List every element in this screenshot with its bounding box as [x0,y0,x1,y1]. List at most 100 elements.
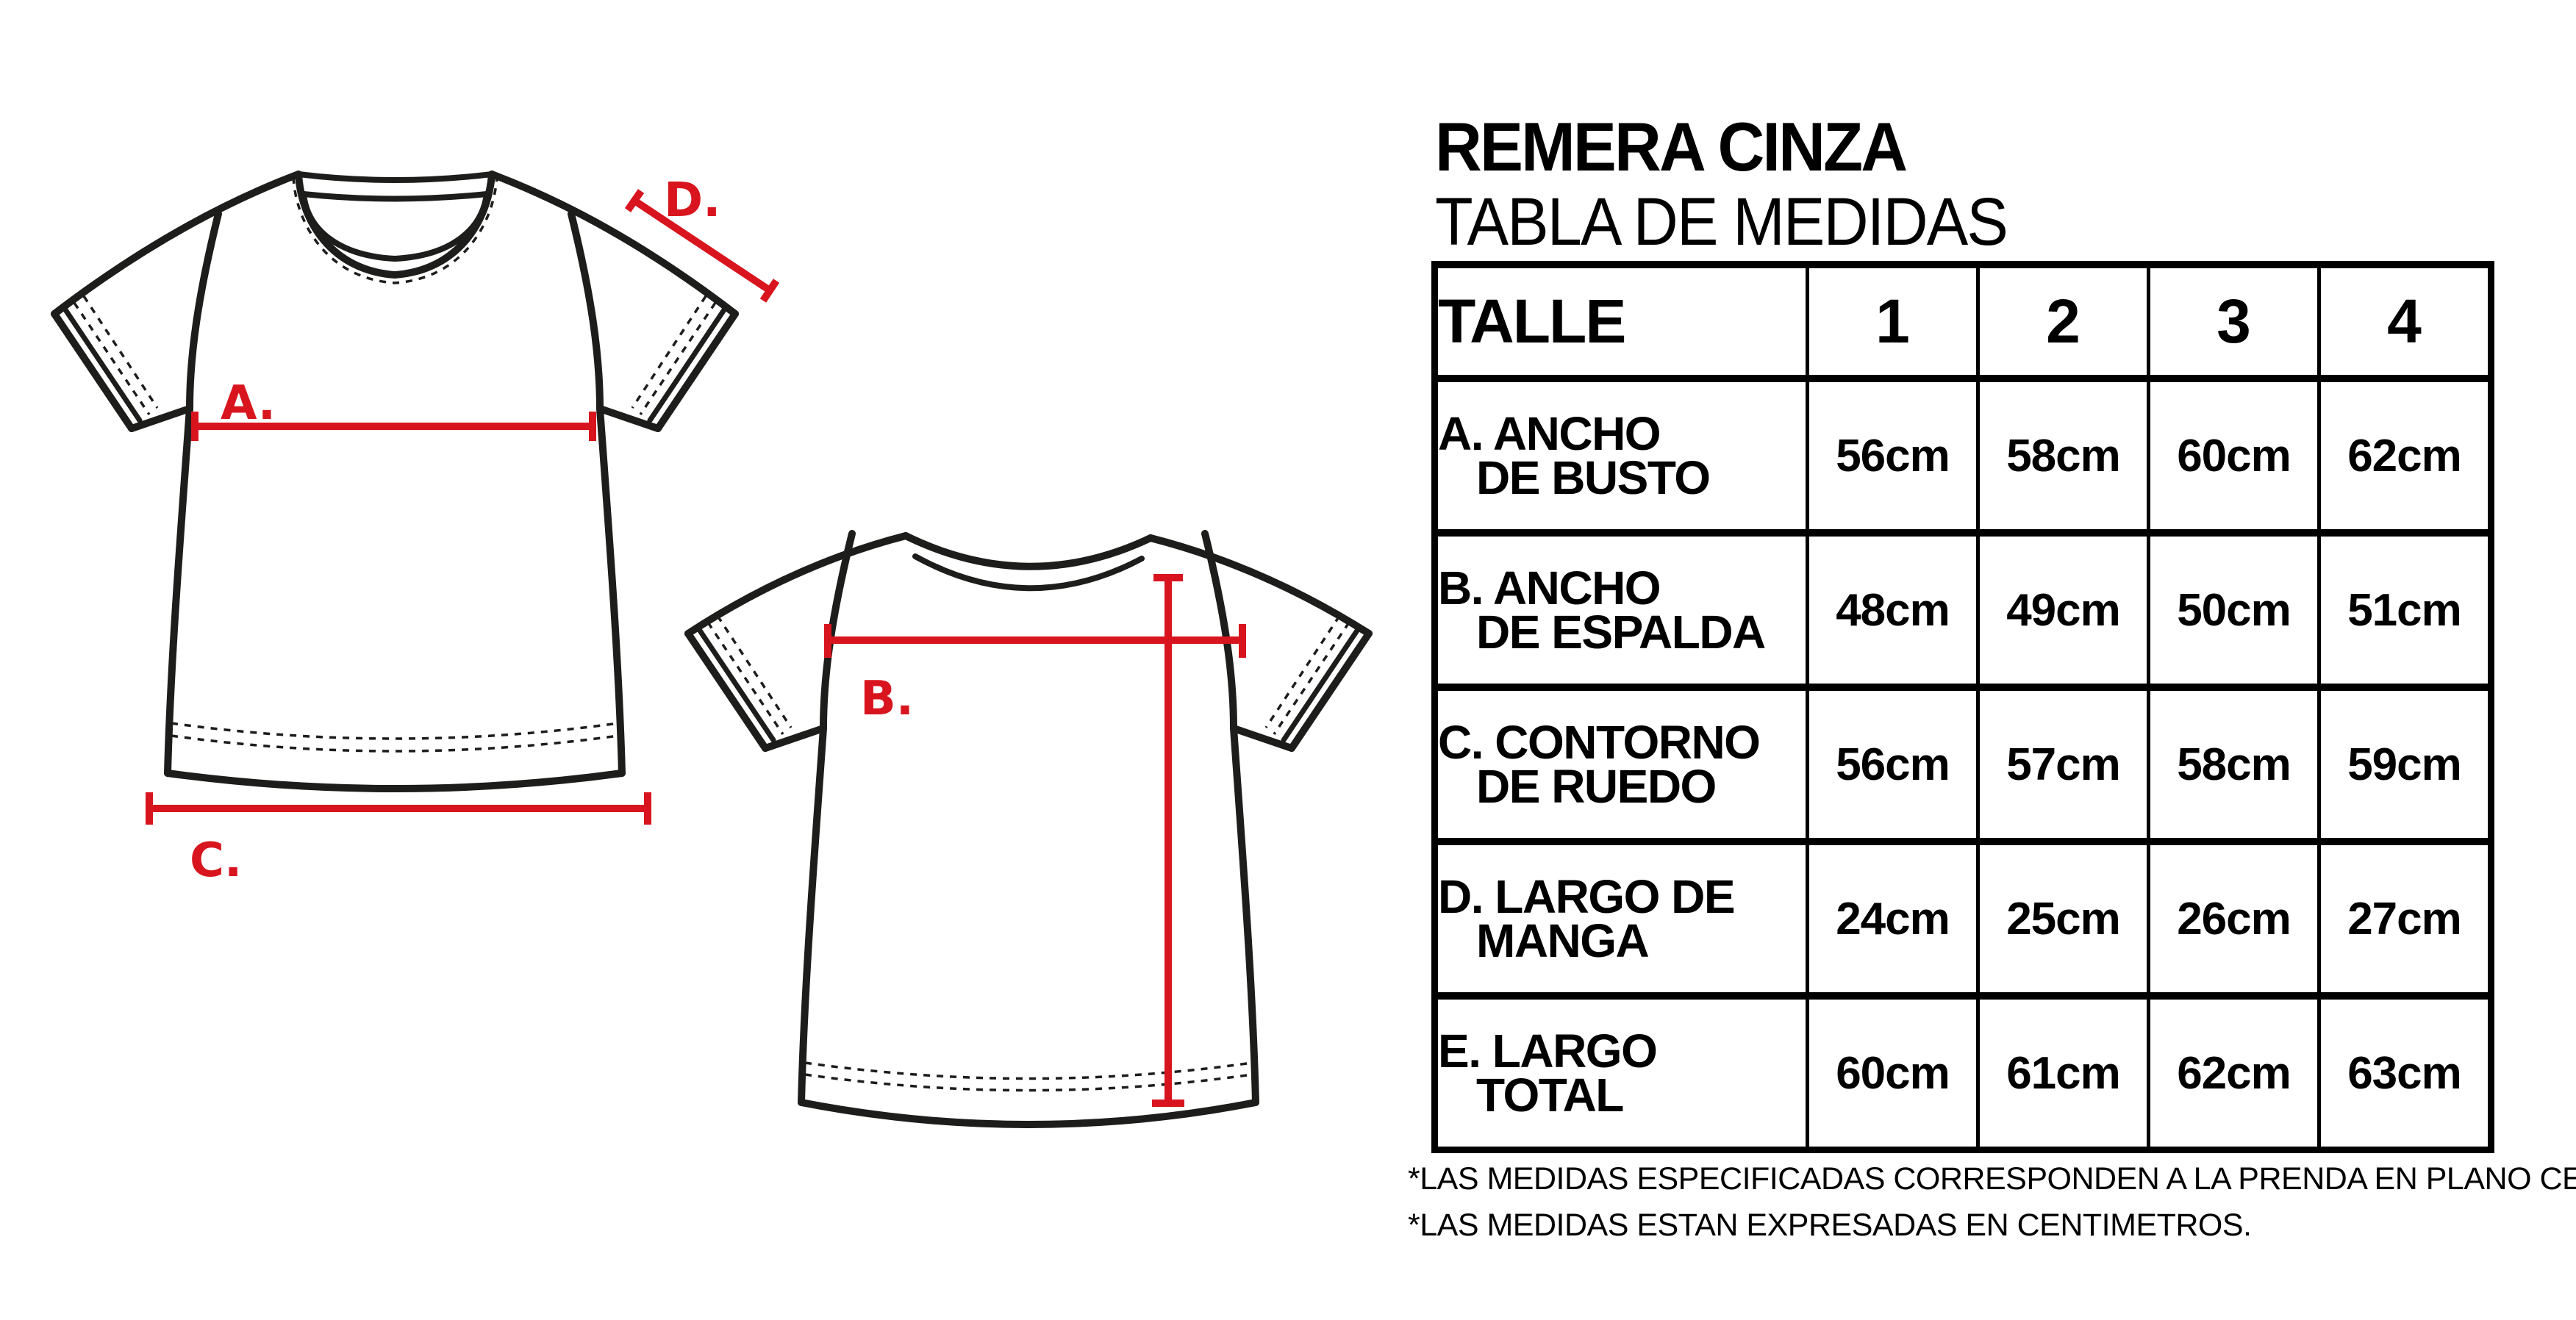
row-label-a-line2: DE BUSTO [1476,451,1711,504]
row-label-b: B. ANCHO DE ESPALDA [1433,529,1808,687]
header-size-2: 2 [1976,261,2149,379]
back-left-sleeve-bottom [762,725,827,752]
back-hem-stitch-1 [804,1073,1253,1092]
header-size-4: 4 [2317,261,2491,379]
back-right-sleeve-stitch-1 [1273,622,1350,735]
footnotes: *LAS MEDIDAS ESPECIFICADAS CORRESPONDEN … [1408,1160,2576,1252]
measure-c-label: C. [190,833,242,888]
measure-c [146,792,651,825]
front-left-shoulder-line [51,171,302,318]
front-body-right-edge [568,210,626,777]
measure-a [191,412,596,441]
row-label-d-line1: D. LARGO DE [1438,870,1736,923]
row-label-c-line1: C. CONTORNO [1438,716,1761,769]
value-e-size3: 62cm [2147,992,2319,1150]
back-right-shoulder-line [1147,534,1373,637]
value-b-size2: 49cm [1976,529,2149,687]
table-row-largo-manga: D. LARGO DE MANGA 24cm 25cm 26cm 27cm [1433,838,2491,996]
value-a-size3: 60cm [2147,375,2319,533]
back-hem [798,1099,1259,1128]
front-neck-stitching [292,176,498,284]
front-left-sleeve-stitch-1 [73,302,151,415]
back-right-sleeve-fold [1281,625,1362,743]
back-left-sleeve-stitch-2 [716,615,793,728]
size-table-header-row: TALLE 1 2 3 4 [1433,261,2491,379]
title-block: REMERA CINZA TABLA DE MEDIDAS [1435,109,2057,259]
front-left-sleeve-bottom [128,405,193,432]
back-neck-seam [912,553,1145,592]
row-label-d-line2: MANGA [1476,914,1650,967]
back-tshirt-drawing: B. [684,530,1373,1128]
value-a-size4: 62cm [2317,375,2491,533]
back-left-sleeve-fold [695,625,776,743]
value-a-size2: 58cm [1976,375,2149,533]
value-d-size4: 27cm [2317,838,2491,996]
row-label-a: A. ANCHO DE BUSTO [1433,375,1808,533]
front-hem-stitch-1 [171,734,619,753]
page-subtitle: TABLA DE MEDIDAS [1435,184,2008,259]
row-label-e-line2: TOTAL [1476,1069,1624,1122]
front-right-sleeve-bottom [596,405,662,432]
value-b-size4: 51cm [2317,529,2491,687]
measure-b [824,624,1246,658]
value-d-size1: 24cm [1806,838,1978,996]
value-c-size4: 59cm [2317,684,2491,842]
front-left-sleeve-hem [51,310,135,432]
back-body-left-edge [798,530,856,1106]
front-hem [164,770,626,792]
value-b-size3: 50cm [2147,529,2319,687]
measure-a-label: A. [221,376,276,431]
row-label-d: D. LARGO DE MANGA [1433,838,1808,996]
value-d-size3: 26cm [2147,838,2319,996]
row-label-c: C. CONTORNO DE RUEDO [1433,684,1808,842]
row-label-c-line2: DE RUEDO [1476,760,1717,813]
back-left-sleeve-stitch-1 [706,622,784,735]
row-label-e-line1: E. LARGO [1438,1025,1658,1077]
value-b-size1: 48cm [1806,529,1978,687]
front-right-sleeve-stitch-1 [639,302,717,415]
back-right-sleeve-bottom [1230,725,1295,752]
table-row-contorno-ruedo: C. CONTORNO DE RUEDO 56cm 57cm 58cm 59cm [1433,684,2491,842]
front-tshirt-drawing: A. D. C. [51,171,780,888]
back-left-sleeve-hem [684,630,769,752]
row-label-a-line1: A. ANCHO [1438,407,1661,460]
measure-d-label: D. [664,173,720,228]
header-talle: TALLE [1433,261,1808,379]
footnote-1: *LAS MEDIDAS ESPECIFICADAS CORRESPONDEN … [1408,1161,2576,1197]
value-a-size1: 56cm [1806,375,1978,533]
front-right-sleeve-fold [647,306,728,423]
measure-d [624,189,780,303]
value-d-size2: 25cm [1976,838,2149,996]
table-row-largo-total: E. LARGO TOTAL 60cm 61cm 62cm 63cm [1433,992,2491,1150]
value-c-size1: 56cm [1806,684,1978,842]
back-body-right-edge [1201,530,1259,1106]
value-e-size2: 61cm [1976,992,2149,1150]
front-hem-stitch-2 [171,722,619,740]
back-hem-stitch-2 [804,1061,1253,1080]
table-row-ancho-busto: A. ANCHO DE BUSTO 56cm 58cm 60cm 62cm [1433,375,2491,533]
footnote-2: *LAS MEDIDAS ESTAN EXPRESADAS EN CENTIME… [1408,1208,2252,1243]
row-label-b-line1: B. ANCHO [1438,562,1661,614]
value-c-size3: 58cm [2147,684,2319,842]
back-left-shoulder-line [684,532,909,637]
front-right-sleeve-stitch-2 [631,295,707,409]
size-table: TALLE 1 2 3 4 A. ANCHO DE BUSTO 56cm 58c… [1431,261,2494,1153]
row-label-b-line2: DE ESPALDA [1476,606,1766,659]
measure-b-label: B. [860,672,914,726]
front-left-sleeve-stitch-2 [82,295,159,409]
value-e-size4: 63cm [2317,992,2491,1150]
page-title: REMERA CINZA [1435,108,1908,185]
front-body-left-edge [164,210,222,777]
front-left-sleeve-fold [62,306,143,423]
back-neck-edge [902,532,1154,570]
row-label-e: E. LARGO TOTAL [1433,992,1808,1150]
value-e-size1: 60cm [1806,992,1978,1150]
front-right-sleeve-hem [654,310,739,432]
front-neck-seam-outer [295,171,495,279]
front-right-shoulder-line [488,171,739,318]
front-back-neck-edge [296,171,495,183]
front-back-neck-seam [301,191,490,202]
back-right-sleeve-hem [1288,630,1373,752]
back-right-sleeve-stitch-2 [1264,615,1341,728]
